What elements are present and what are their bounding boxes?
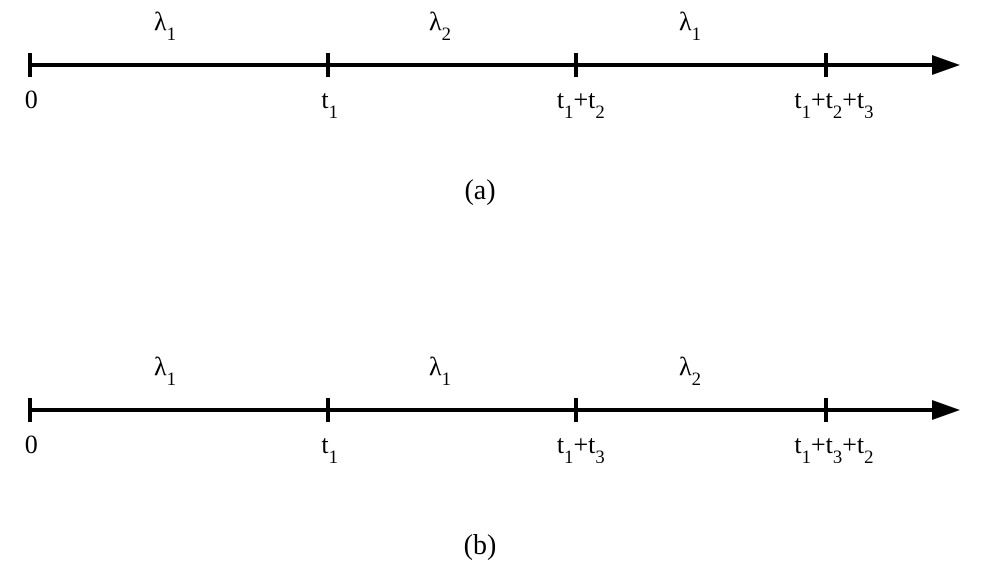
segment-label-b-2: λ2 xyxy=(679,352,701,387)
axis-line-b xyxy=(28,408,936,412)
tick-label-b-0: 0 xyxy=(25,430,38,460)
segment-label-a-2: λ1 xyxy=(679,7,701,42)
tick-a-1 xyxy=(326,53,330,77)
tick-label-a-0: 0 xyxy=(25,85,38,115)
tick-a-0 xyxy=(28,53,32,77)
segment-label-a-0: λ1 xyxy=(154,7,176,42)
tick-label-a-2: t1+t2 xyxy=(557,85,605,120)
tick-label-b-1: t1 xyxy=(321,430,338,465)
axis-arrow-b xyxy=(932,400,960,420)
tick-a-2 xyxy=(574,53,578,77)
diagram-canvas: 0 t1 t1+t2 t1+t2+t3 λ1 λ2 λ1 (a) 0 t1 t1+t3 t1+t3+t… xyxy=(0,0,1000,578)
tick-label-a-1: t1 xyxy=(321,85,338,120)
tick-label-a-3: t1+t2+t3 xyxy=(794,85,873,120)
tick-b-1 xyxy=(326,398,330,422)
tick-b-0 xyxy=(28,398,32,422)
segment-label-a-1: λ2 xyxy=(429,7,451,42)
segment-label-b-1: λ1 xyxy=(429,352,451,387)
axis-line-a xyxy=(28,63,936,67)
tick-b-3 xyxy=(824,398,828,422)
tick-a-3 xyxy=(824,53,828,77)
caption-a: (a) xyxy=(464,175,495,207)
tick-label-b-2: t1+t3 xyxy=(557,430,605,465)
segment-label-b-0: λ1 xyxy=(154,352,176,387)
caption-b: (b) xyxy=(464,530,497,562)
axis-arrow-a xyxy=(932,55,960,75)
tick-label-b-3: t1+t3+t2 xyxy=(794,430,873,465)
tick-b-2 xyxy=(574,398,578,422)
